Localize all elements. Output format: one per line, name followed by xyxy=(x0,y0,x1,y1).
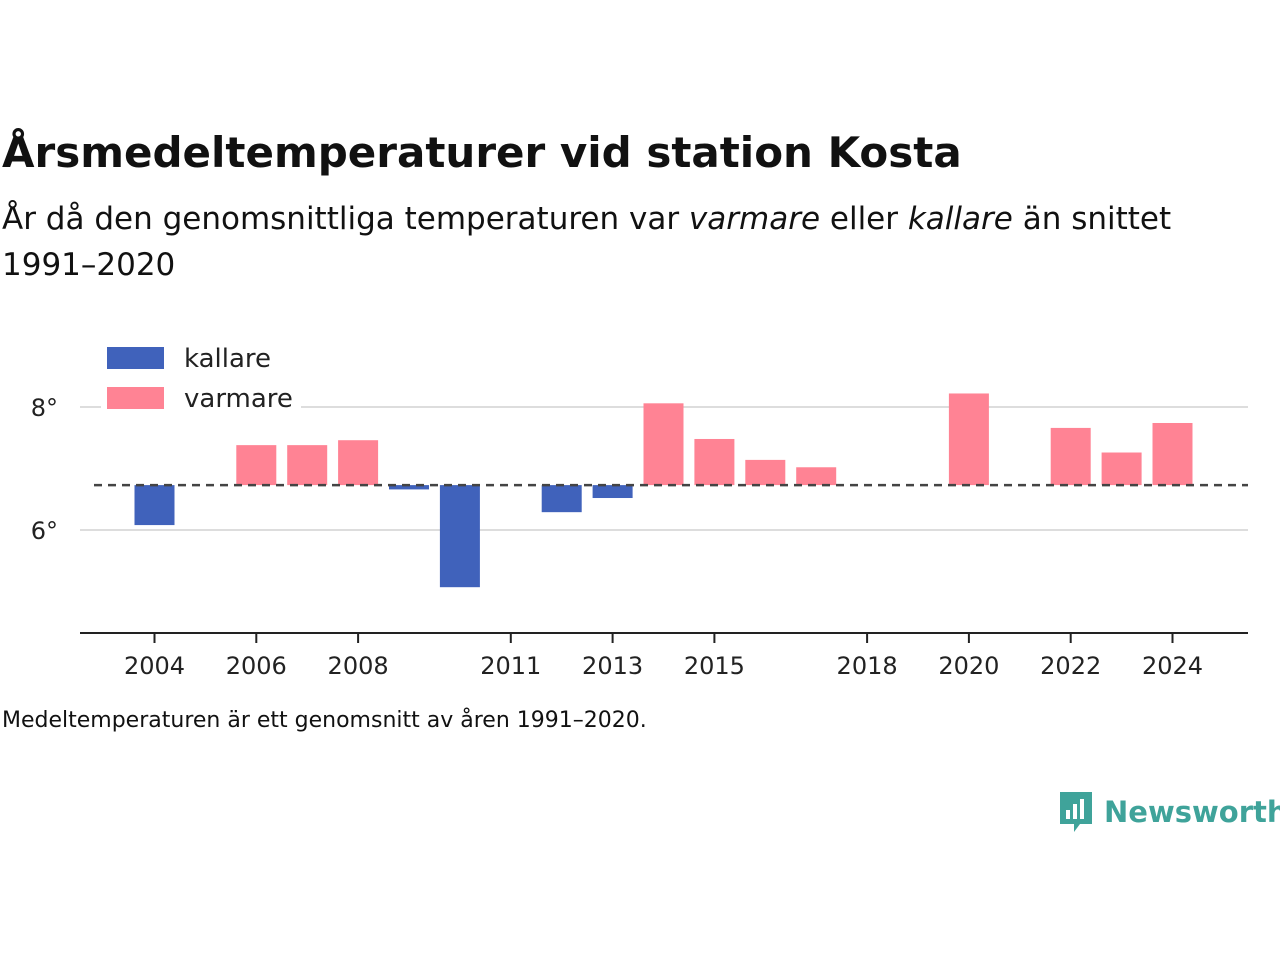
y-tick-label: 8° xyxy=(31,394,58,422)
subtitle-text-mid: eller xyxy=(820,201,908,237)
x-tick-label: 2006 xyxy=(226,652,287,680)
legend-swatch-varmare xyxy=(107,387,164,409)
bar-2007 xyxy=(287,445,328,486)
subtitle-colder: kallare xyxy=(907,201,1013,237)
bar-2006 xyxy=(236,445,277,486)
x-tick-label: 2011 xyxy=(480,652,541,680)
subtitle-text-end: än snittet 1991–2020 xyxy=(2,201,1172,283)
bar-2016 xyxy=(745,459,786,486)
legend-label-kallare: kallare xyxy=(184,344,271,374)
bar-2014 xyxy=(643,403,684,486)
newsworthy-logo-icon xyxy=(1060,792,1092,832)
x-tick-label: 2004 xyxy=(124,652,185,680)
brand-name: Newsworthy xyxy=(1104,795,1280,829)
bar-2015 xyxy=(694,438,735,486)
x-tick-label: 2013 xyxy=(582,652,643,680)
bar-2020 xyxy=(948,393,989,486)
legend-swatch-kallare xyxy=(107,347,164,369)
y-tick-label: 6° xyxy=(31,517,58,545)
bar-chart: 6° 8° kallare varmare 2004 2006 2008 2011 2013 20… xyxy=(30,344,1248,680)
bar-2010 xyxy=(439,485,480,588)
x-tick-label: 2018 xyxy=(837,652,898,680)
bar-2009 xyxy=(389,485,429,490)
bar-2023 xyxy=(1101,452,1142,486)
x-tick-label: 2024 xyxy=(1142,652,1203,680)
x-tick-label: 2008 xyxy=(328,652,389,680)
bar-2013 xyxy=(592,485,633,499)
subtitle-text-start: År då den genomsnittliga temperaturen va… xyxy=(2,201,689,237)
bar-2012 xyxy=(541,485,582,513)
x-tick-label: 2022 xyxy=(1040,652,1101,680)
chart-subtitle: År då den genomsnittliga temperaturen va… xyxy=(2,196,1252,288)
x-tick-label: 2020 xyxy=(938,652,999,680)
subtitle-warmer: varmare xyxy=(688,201,821,237)
legend-label-varmare: varmare xyxy=(184,384,293,414)
footnote: Medeltemperaturen är ett genomsnitt av å… xyxy=(2,708,647,733)
bar-2008 xyxy=(338,440,379,486)
bar-2017 xyxy=(796,467,837,486)
bar-2022 xyxy=(1050,427,1091,486)
bar-2004 xyxy=(134,485,175,526)
brand-logo: Newsworthy xyxy=(1058,790,1280,834)
chart-title: Årsmedeltemperaturer vid station Kosta xyxy=(2,128,962,177)
x-tick-label: 2015 xyxy=(684,652,745,680)
bar-2024 xyxy=(1152,422,1193,486)
